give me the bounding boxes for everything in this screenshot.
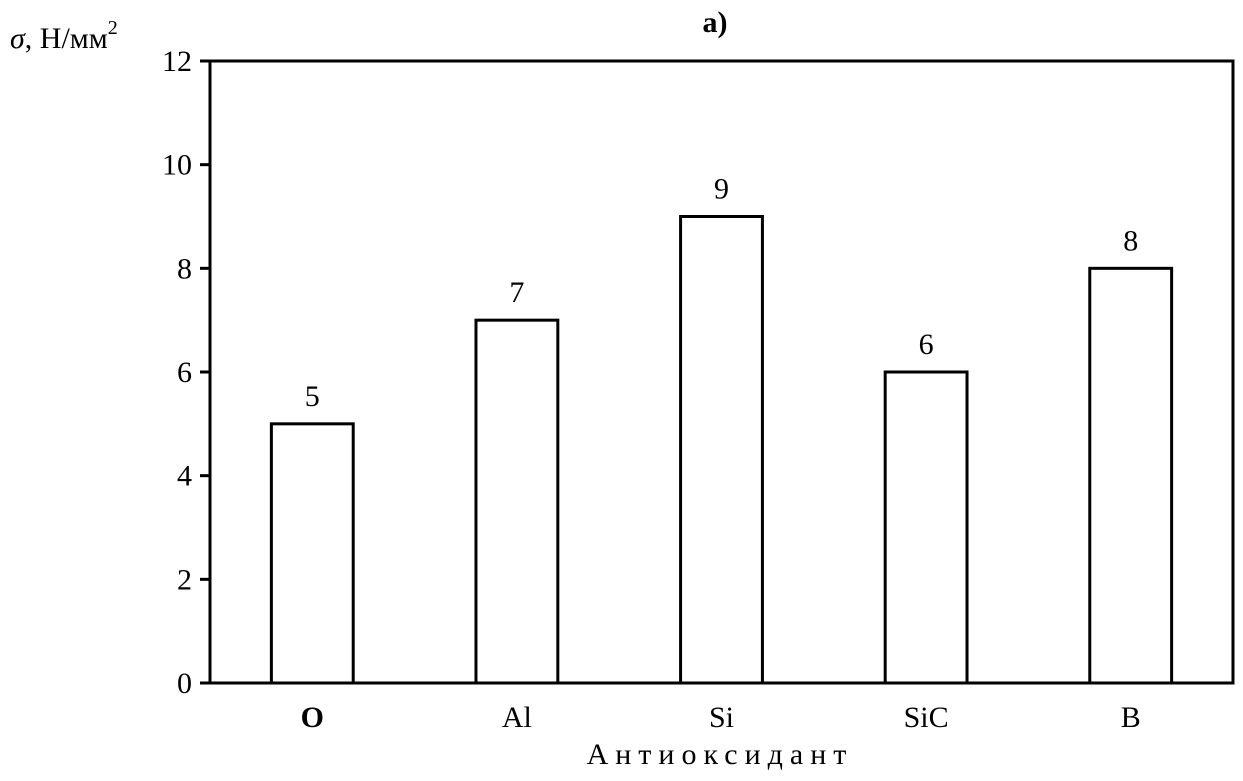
bar-sic [883,370,969,685]
data-label-si: 9 [714,173,729,206]
data-label-b: 8 [1123,224,1138,257]
category-label-sic: SiC [904,701,949,734]
category-label-al: Al [502,701,532,734]
y-axis-label: σ, Н/мм2 [10,17,118,55]
category-label-o: O [301,701,324,734]
y-tick-label: 10 [162,149,192,182]
x-axis: O Al Si SiC B [301,701,1141,734]
y-axis: 0 2 4 6 8 10 12 [162,45,210,700]
bar-si [679,215,764,685]
y-tick-label: 8 [177,252,192,285]
data-labels: 5 7 9 6 8 [305,173,1138,413]
x-axis-label: Антиоксидант [587,738,854,771]
y-tick-label: 6 [177,356,192,389]
bar-b [1088,266,1174,685]
y-tick-label: 4 [177,460,192,493]
category-label-b: B [1121,701,1141,734]
category-label-si: Si [709,701,734,734]
y-axis-label-unit-exponent: 2 [108,17,118,39]
y-tick-label: 12 [162,45,192,78]
y-tick-label: 2 [177,563,192,596]
chart-title: а) [703,6,728,39]
data-label-sic: 6 [919,328,934,361]
bars [269,215,1174,685]
y-axis-label-unit: , Н/мм [25,22,108,55]
bar-al [474,318,560,685]
data-label-al: 7 [509,276,524,309]
y-tick-label: 0 [177,667,192,700]
data-label-o: 5 [305,380,320,413]
bar-o [269,422,355,685]
y-axis-label-symbol: σ [10,22,26,55]
